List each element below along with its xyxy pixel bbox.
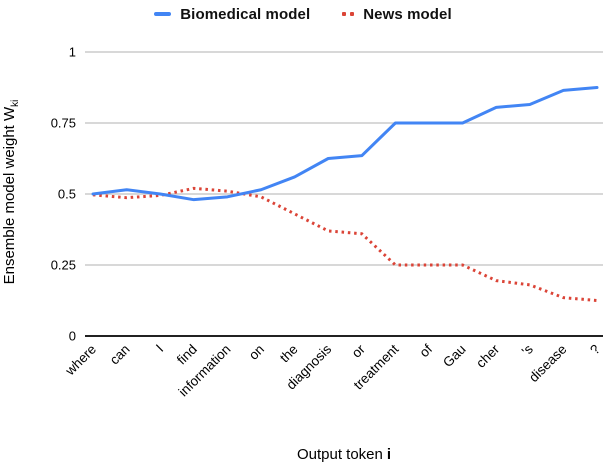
x-tick-label: ? [587, 342, 603, 358]
y-tick-label: 0.5 [58, 187, 76, 202]
x-tick-label: on [246, 342, 267, 363]
y-axis-title-subscript: ki [10, 99, 21, 107]
legend-item-biomedical: Biomedical model [154, 6, 310, 23]
x-tick-label: the [277, 342, 301, 366]
legend-marker-solid-line-icon [154, 12, 172, 16]
legend-marker-dotted-line-icon [342, 12, 355, 16]
x-tick-label: find [174, 342, 200, 368]
x-tick-label: of [417, 341, 436, 360]
y-tick-label: 1 [69, 45, 76, 60]
x-tick-label: or [349, 341, 368, 360]
x-tick-label: disease [526, 342, 570, 386]
x-tick-label: cher [473, 341, 503, 371]
chart-legend: Biomedical model News model [0, 2, 606, 26]
legend-label-biomedical: Biomedical model [180, 5, 311, 23]
y-tick-label: 0.25 [51, 258, 76, 273]
x-tick-label: Gau [440, 342, 469, 371]
series-line-biomedical-model [91, 86, 599, 202]
x-tick-label: can [107, 342, 133, 368]
legend-label-news: News model [363, 5, 452, 23]
y-tick-label: 0.75 [51, 116, 76, 131]
x-axis-title-variable: i [386, 446, 392, 463]
y-axis-title: Ensemble model weight Wki [1, 100, 21, 285]
x-axis-title: Output token i [85, 446, 603, 463]
y-axis-title-text: Ensemble model weight W [1, 106, 18, 285]
legend-item-news: News model [342, 6, 452, 23]
x-tick-label: where [62, 342, 99, 379]
x-tick-label: 's [519, 341, 536, 358]
series-line-news-model [92, 186, 598, 302]
x-tick-label: I [153, 342, 166, 355]
x-axis-title-text: Output token [296, 446, 383, 463]
y-tick-label: 0 [69, 329, 76, 344]
